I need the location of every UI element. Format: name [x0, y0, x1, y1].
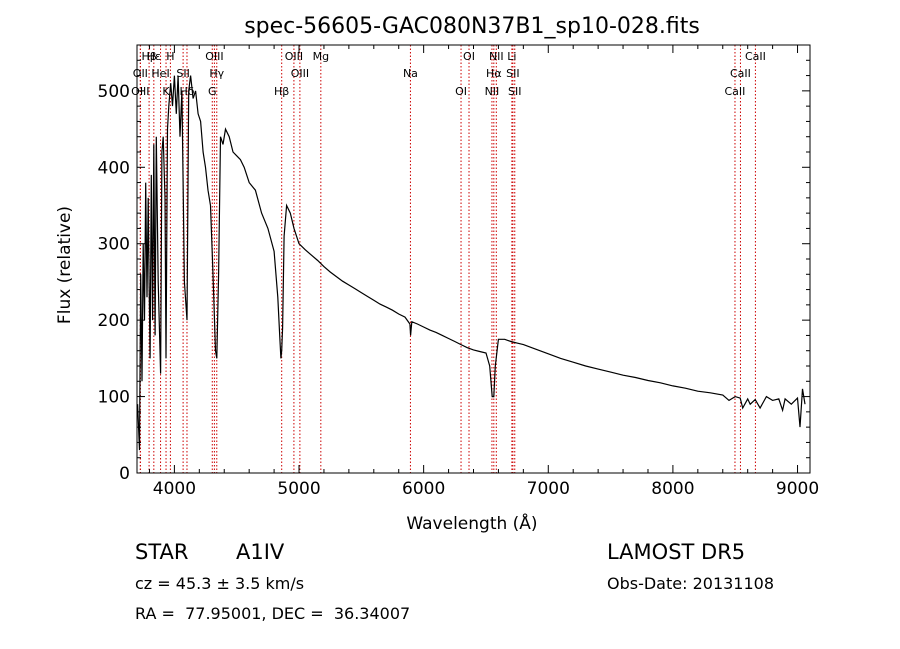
y-tick-label: 0 [119, 464, 130, 484]
y-axis-label: Flux (relative) [55, 206, 75, 324]
marker-label: OIII [291, 67, 309, 80]
survey-name: LAMOST DR5 [607, 540, 746, 564]
object-type: STAR [135, 540, 189, 564]
marker-label: Hβ [274, 85, 289, 98]
x-tick-label: 9000 [776, 479, 819, 499]
x-tick-label: 5000 [277, 479, 320, 499]
marker-label: NII [489, 50, 504, 63]
marker-label: Li [507, 50, 516, 63]
marker-label: OIII [205, 50, 223, 63]
y-tick-label: 300 [98, 235, 130, 255]
line-markers [139, 45, 756, 473]
x-axis-ticks: 4000 5000 6000 7000 8000 9000 [148, 45, 819, 499]
chart-title: spec-56605-GAC080N37B1_sp10-028.fits [244, 14, 700, 39]
y-tick-label: 200 [98, 311, 130, 331]
marker-label: SII [506, 67, 519, 80]
marker-label: Hβ [141, 50, 156, 63]
marker-label: Mg [313, 50, 329, 63]
marker-label: OI [463, 50, 475, 63]
spectrum-line [137, 75, 806, 451]
marker-label: OIII [131, 85, 149, 98]
marker-label: NII [485, 85, 500, 98]
marker-label: Hα [486, 67, 502, 80]
redshift-line: cz = 45.3 ± 3.5 km/s [135, 574, 305, 593]
y-axis-ticks: 0 100 200 300 400 500 [98, 59, 810, 484]
marker-label: OI [455, 85, 467, 98]
x-tick-label: 6000 [402, 479, 445, 499]
marker-label: H [166, 50, 174, 63]
x-tick-label: 8000 [651, 479, 694, 499]
obs-date: Obs-Date: 20131108 [607, 574, 775, 593]
y-tick-label: 100 [98, 388, 130, 408]
marker-label: HeI [151, 67, 169, 80]
y-tick-label: 400 [98, 158, 130, 178]
plot-frame [136, 44, 811, 474]
spectral-subclass: A1IV [236, 540, 285, 564]
coordinates: RA = 77.95001, DEC = 36.34007 [135, 604, 411, 623]
x-tick-label: 4000 [153, 479, 196, 499]
marker-label: OIII [285, 50, 303, 63]
marker-label: CaII [745, 50, 766, 63]
marker-label: CaII [730, 67, 751, 80]
marker-label: G [208, 85, 217, 98]
marker-label: CaII [725, 85, 746, 98]
marker-label: OII [133, 67, 148, 80]
marker-label: SII [508, 85, 521, 98]
marker-label: SII [176, 67, 189, 80]
marker-labels: HβOIIOIIIHεHeIKHSIIHδOIIIHγGOIIIOIIIHβMg… [131, 50, 766, 98]
marker-label: Na [403, 67, 418, 80]
x-tick-label: 7000 [527, 479, 570, 499]
x-axis-label: Wavelength (Å) [406, 512, 537, 534]
marker-label: Hε [147, 50, 161, 63]
y-tick-label: 500 [98, 82, 130, 102]
marker-label: Hγ [209, 67, 224, 80]
marker-label: Hδ [179, 85, 194, 98]
marker-label: K [162, 85, 170, 98]
